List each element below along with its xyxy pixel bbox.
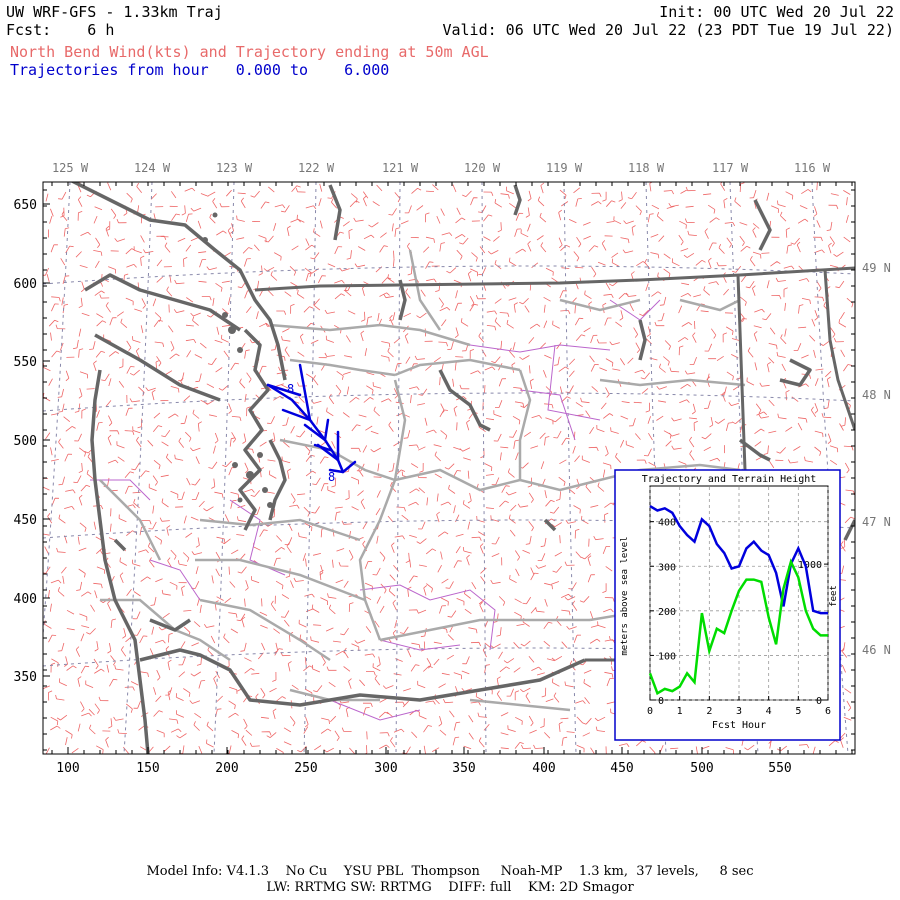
y-tick-label: 400 [14,592,37,607]
y-tick-label: 550 [14,355,37,370]
graticule [43,182,855,754]
subtitle: North Bend Wind(kts) and Trajectory endi… [10,43,489,61]
physics-info: LW: RRTMG SW: RRTMG DIFF: full KM: 2D Sm… [266,880,634,895]
y-tick-label: 500 [14,434,37,449]
y-tick-label: 600 [14,277,37,292]
model-info: Model Info: V4.1.3 No Cu YSU PBL Thompso… [146,864,754,879]
borders [99,249,746,712]
trajectory-start-marker: 8 [287,382,294,396]
x-tick-label: 500 [690,761,713,776]
coastline [70,182,855,754]
inset-chart: Trajectory and Terrain Height 0 1 2 3 4 5 6 400… [614,469,841,741]
lon-label: 117 W [712,161,749,175]
x-tick-label: 300 [374,761,397,776]
y-tick-label: 650 [14,198,37,213]
x-tick-label: 450 [610,761,633,776]
inset-x-tick: 2 [706,706,712,717]
map-axes: 125 W 124 W 123 W 122 W 121 W 120 W 119 W 118 W… [14,161,891,776]
lon-label: 123 W [216,161,253,175]
lon-label: 118 W [628,161,665,175]
x-tick-label: 350 [452,761,475,776]
map-border [42,181,856,755]
inset-y-tick: 100 [658,651,676,662]
lon-label: 125 W [52,161,89,175]
inset-x-tick: 5 [795,706,801,717]
inset-y-tick: 300 [658,562,676,573]
inset-frame [614,469,841,741]
x-tick-label: 200 [215,761,238,776]
valid-time: Valid: 06 UTC Wed 20 Jul 22 (23 PDT Tue … [442,21,894,39]
trajectory-path [266,383,345,474]
lon-label: 116 W [794,161,831,175]
inset-y-right-tick: 1000 [798,560,822,571]
trajectory-barbs [266,363,357,474]
plot-title: UW WRF-GFS - 1.33km Traj [6,3,223,21]
x-tick-label: 550 [768,761,791,776]
inset-y-tick: 0 [658,696,664,707]
inset-ylabel-right: feet [829,585,839,607]
lon-label: 120 W [464,161,501,175]
y-tick-label: 450 [14,513,37,528]
inset-title: Trajectory and Terrain Height [642,474,817,485]
inset-x-tick: 0 [647,706,653,717]
trajectory [266,363,357,474]
inset-x-tick: 6 [825,706,831,717]
islands [202,212,273,508]
inset-y-tick: 400 [658,518,676,529]
inset-ylabel-left: meters above sea level [620,536,630,655]
x-tick-label: 400 [532,761,555,776]
forecast-hour: Fcst: 6 h [6,21,115,39]
lon-label: 119 W [546,161,583,175]
y-tick-label: 350 [14,670,37,685]
inset-y-tick: 200 [658,607,676,618]
inset-x-tick: 1 [677,706,683,717]
lat-label: 46 N [862,643,891,657]
x-tick-label: 250 [294,761,317,776]
inset-x-tick: 4 [766,706,772,717]
lat-label: 48 N [862,388,891,402]
trajectory-height-line [649,505,828,615]
lon-label: 122 W [298,161,335,175]
inset-xlabel: Fcst Hour [712,720,766,731]
terrain-height-line [648,558,828,696]
lat-label: 49 N [862,261,891,275]
x-tick-label: 150 [136,761,159,776]
x-tick-label: 100 [56,761,79,776]
inset-x-tick: 3 [736,706,742,717]
lon-label: 124 W [134,161,171,175]
init-time: Init: 00 UTC Wed 20 Jul 22 [659,3,894,21]
inset-y-right-tick: 0 [816,696,822,707]
lon-label: 121 W [382,161,419,175]
trajectory-hours: Trajectories from hour 0.000 to 6.000 [10,61,390,79]
lat-label: 47 N [862,515,891,529]
trajectory-end-marker: 8 [328,470,335,484]
